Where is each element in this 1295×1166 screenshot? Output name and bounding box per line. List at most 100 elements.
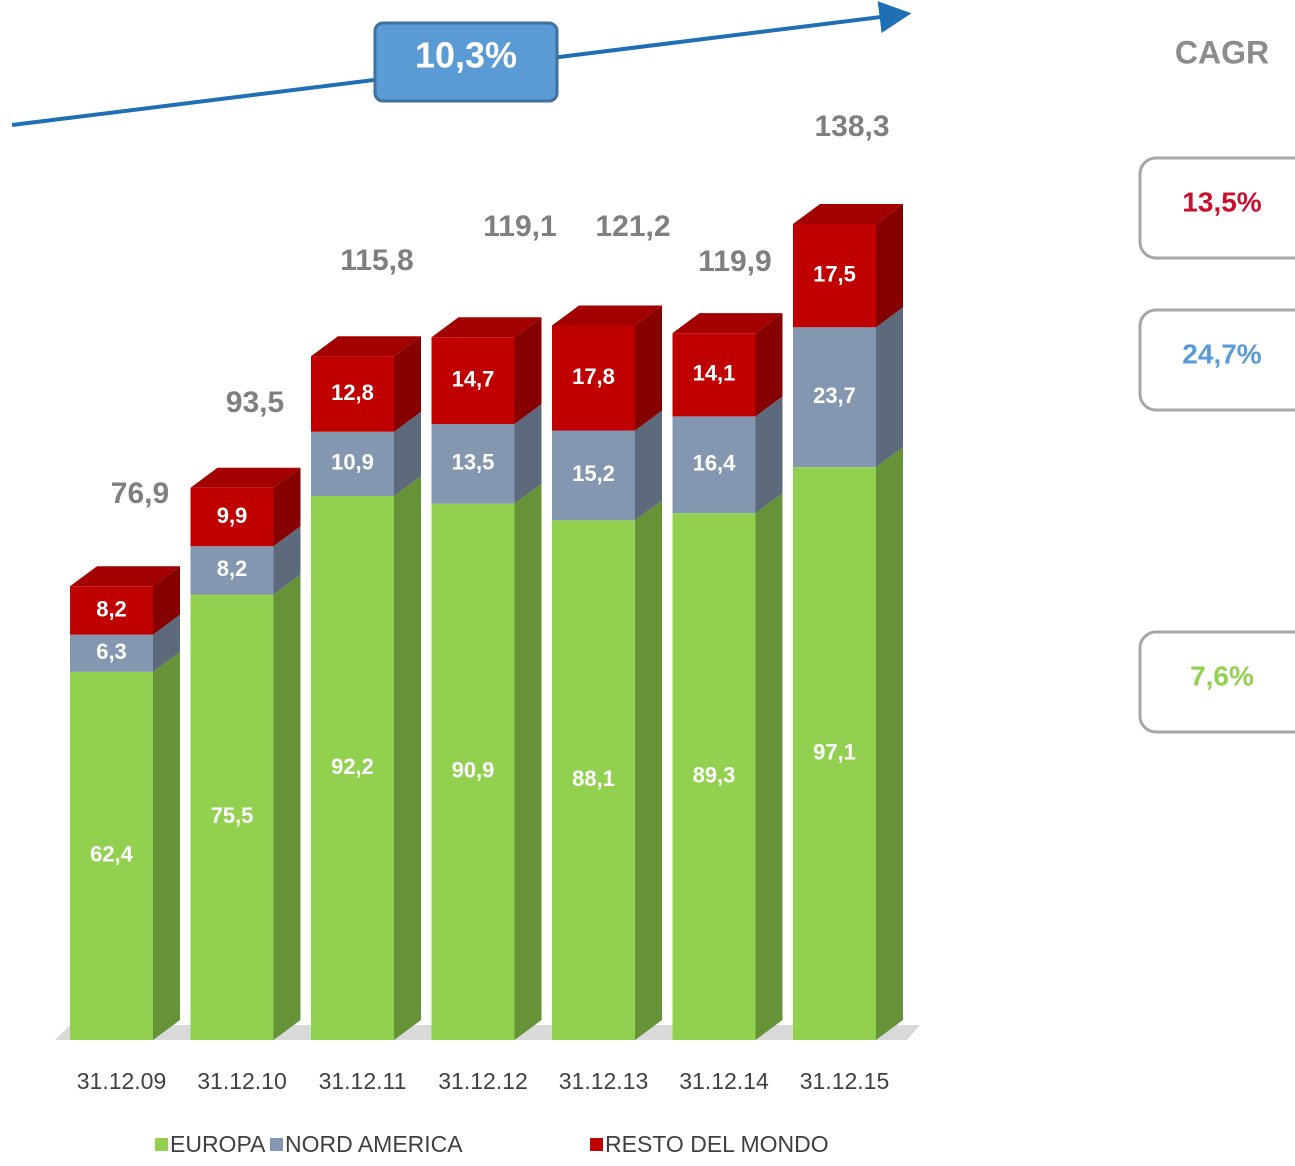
segment-label: 14,1 (693, 361, 736, 386)
bar-segment (552, 325, 635, 431)
bar-segment (552, 520, 635, 1040)
bar-side (755, 396, 783, 514)
bar-side (153, 651, 180, 1040)
bar-segment (70, 671, 153, 1040)
cagr-box (1138, 630, 1295, 734)
bar-segment (431, 337, 515, 425)
bar-side (876, 447, 903, 1040)
segment-label: 89,3 (693, 762, 736, 787)
legend-swatch (270, 1138, 283, 1151)
cagr-title: CAGR (1175, 34, 1269, 70)
trend-box (373, 21, 559, 103)
segment-label: 90,9 (452, 758, 495, 783)
cagr-box (1138, 156, 1295, 260)
bar-side (394, 336, 421, 432)
bar-side (514, 404, 542, 504)
segment-label: 23,7 (813, 383, 856, 408)
cagr-label: 13,5% (1182, 186, 1261, 217)
segment-label: 62,4 (90, 842, 134, 867)
total-label: 76,9 (111, 477, 169, 510)
bar-side (635, 500, 662, 1041)
bar-segment (311, 431, 394, 497)
cagr-box (1138, 308, 1295, 412)
bar-side (153, 614, 180, 672)
bar-side (514, 483, 542, 1040)
bar-segment (190, 487, 274, 547)
bar-side (273, 574, 301, 1040)
legend-label: RESTO DEL MONDO (605, 1131, 829, 1157)
total-label: 138,3 (814, 110, 889, 143)
segment-label: 8,2 (96, 596, 127, 621)
bar-segment (672, 333, 756, 417)
x-tick-label: 31.12.09 (77, 1068, 167, 1094)
bar-segment (672, 416, 756, 514)
bar-top (431, 317, 542, 338)
bar-top (793, 204, 903, 225)
x-tick-label: 31.12.11 (319, 1068, 407, 1094)
segment-label: 97,1 (813, 739, 856, 764)
bar-side (876, 307, 903, 468)
bar-side (394, 476, 421, 1040)
total-label: 93,5 (226, 386, 284, 419)
bar-segment (70, 634, 153, 672)
segment-label: 75,5 (211, 803, 254, 828)
bar-segment (190, 546, 274, 595)
bar-side (273, 526, 301, 595)
bar-segment (552, 430, 635, 521)
bar-side (635, 305, 662, 431)
cagr-label: 24,7% (1182, 338, 1261, 369)
x-tick-label: 31.12.12 (438, 1068, 528, 1094)
bar-side (514, 317, 542, 425)
segment-label: 92,2 (331, 754, 374, 779)
segment-label: 13,5 (452, 450, 495, 475)
segment-label: 17,5 (813, 261, 856, 286)
bar-top (311, 336, 421, 357)
bar-segment (431, 424, 515, 504)
segment-label: 6,3 (96, 639, 127, 664)
bar-top (552, 305, 662, 326)
segment-label: 15,2 (572, 461, 615, 486)
total-label: 119,1 (483, 210, 556, 243)
bar-side (755, 493, 783, 1040)
segment-label: 17,8 (572, 364, 615, 389)
legend-label: NORD AMERICA (285, 1131, 463, 1157)
x-tick-label: 31.12.13 (559, 1068, 649, 1094)
x-tick-label: 31.12.10 (197, 1068, 287, 1094)
bar-top (672, 313, 783, 334)
segment-label: 16,4 (693, 451, 737, 476)
segment-label: 8,2 (217, 556, 248, 581)
total-label: 119,9 (698, 245, 771, 278)
bar-segment (793, 327, 876, 468)
legend-label: EUROPA (170, 1131, 266, 1157)
segment-label: 12,8 (331, 380, 374, 405)
bar-segment (431, 503, 515, 1040)
legend-swatch (155, 1138, 168, 1151)
bar-top (190, 467, 301, 488)
bar-segment (70, 586, 153, 635)
x-tick-label: 31.12.15 (800, 1068, 890, 1094)
bar-segment (311, 496, 394, 1040)
bar-segment (190, 594, 274, 1040)
bar-segment (311, 356, 394, 432)
bar-side (876, 204, 903, 328)
bar-side (394, 411, 421, 497)
bar-side (153, 566, 180, 635)
x-tick-label: 31.12.14 (679, 1068, 769, 1094)
total-label: 115,8 (340, 244, 413, 277)
bar-side (635, 410, 662, 521)
bar-segment (793, 224, 876, 328)
bar-side (755, 313, 783, 417)
bar-segment (672, 513, 756, 1040)
segment-label: 10,9 (331, 450, 374, 475)
segment-label: 88,1 (572, 766, 615, 791)
bar-side (273, 467, 301, 547)
segment-label: 14,7 (452, 366, 495, 391)
total-label: 121,2 (595, 210, 670, 243)
bar-top (70, 566, 180, 587)
segment-label: 9,9 (217, 503, 248, 528)
bar-segment (793, 467, 876, 1040)
trend-label: 10,3% (415, 35, 517, 76)
legend-swatch (590, 1138, 603, 1151)
